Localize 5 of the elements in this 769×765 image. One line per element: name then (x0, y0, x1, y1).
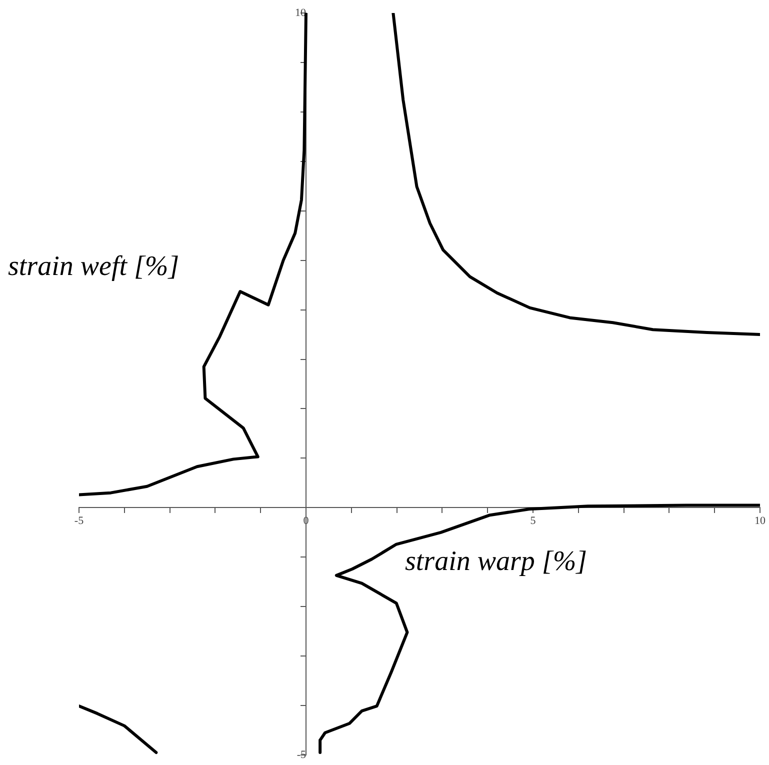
x-tick-label: 5 (530, 515, 536, 528)
x-tick-label: 10 (754, 515, 766, 528)
x-axis-title: strain warp [%] (405, 546, 588, 577)
x-tick-label: -5 (74, 515, 84, 528)
y-axis-title: strain weft [%] (8, 251, 180, 282)
